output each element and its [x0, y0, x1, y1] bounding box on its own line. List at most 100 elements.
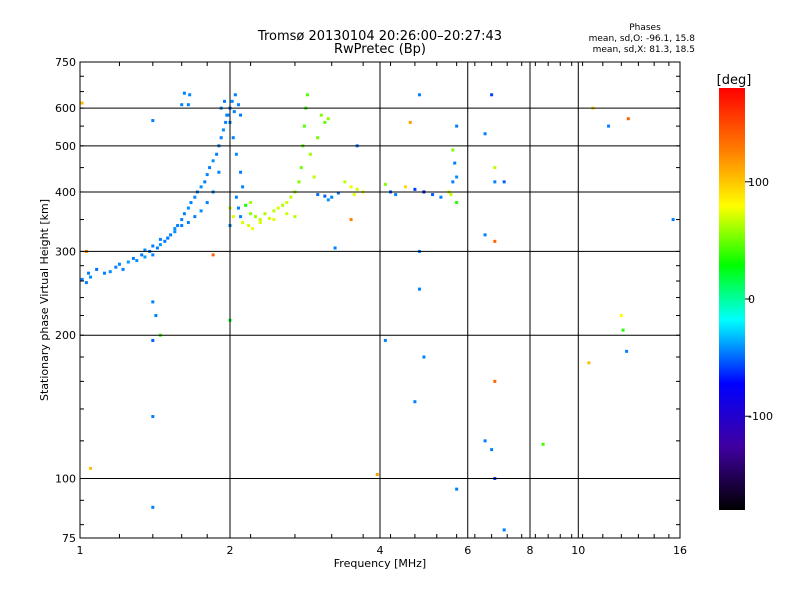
data-point [493, 166, 497, 170]
data-point [234, 152, 238, 156]
data-point [258, 221, 262, 225]
y-tick-label: 75 [62, 532, 76, 545]
data-point [483, 439, 487, 443]
data-point [281, 203, 285, 207]
data-point [417, 287, 421, 291]
data-point [103, 271, 107, 275]
data-point [349, 218, 353, 222]
data-point [221, 128, 225, 132]
data-point [151, 414, 155, 418]
data-point [158, 237, 162, 241]
data-point [203, 180, 207, 184]
data-point [249, 201, 253, 205]
y-tick-label: 500 [55, 140, 76, 153]
data-point [225, 113, 229, 117]
data-point [188, 93, 192, 97]
data-point [219, 136, 223, 140]
data-point [336, 191, 340, 195]
data-point [316, 136, 320, 140]
y-tick-label: 200 [55, 329, 76, 342]
data-point [413, 400, 417, 404]
data-point [186, 221, 190, 225]
data-point [285, 201, 289, 205]
data-point [326, 117, 330, 121]
x-tick-label: 8 [527, 544, 534, 557]
data-point [86, 271, 90, 275]
y-axis-label: Stationary phase Virtual Height [km] [38, 199, 51, 401]
data-point [241, 221, 245, 225]
data-point [80, 101, 84, 105]
data-point [422, 355, 426, 359]
data-point [239, 170, 243, 174]
data-point [305, 93, 309, 97]
data-point [619, 314, 623, 318]
data-point [299, 166, 303, 170]
data-point [449, 193, 453, 197]
data-point [151, 244, 155, 248]
colorbar [719, 88, 745, 510]
colorbar-tick-label: 0 [748, 293, 755, 306]
data-point [117, 262, 121, 266]
data-point [403, 185, 407, 189]
data-point [169, 233, 173, 237]
data-point [408, 120, 412, 124]
grid-lines [80, 62, 680, 538]
data-point [483, 132, 487, 136]
y-tick-label: 100 [55, 473, 76, 486]
data-point [154, 314, 158, 318]
data-point [121, 267, 125, 271]
chart-title: Tromsø 20130104 20:26:00–20:27:43 [257, 29, 502, 44]
data-point [135, 259, 139, 263]
data-point [330, 195, 334, 199]
data-point [625, 349, 629, 353]
data-point [272, 218, 276, 222]
data-point [671, 218, 675, 222]
data-point [166, 236, 170, 240]
data-point [383, 338, 387, 342]
data-point [455, 487, 459, 491]
data-point [151, 300, 155, 304]
data-point [285, 212, 289, 216]
data-point [455, 175, 459, 179]
data-point [541, 442, 545, 446]
data-point [151, 505, 155, 509]
x-tick-label: 10 [571, 544, 585, 557]
data-point [453, 161, 457, 165]
data-point [483, 233, 487, 237]
y-tick-label: 300 [55, 245, 76, 258]
data-point [493, 239, 497, 243]
data-point [413, 187, 417, 191]
data-point [276, 206, 280, 210]
data-point [502, 528, 506, 532]
data-point [143, 255, 147, 259]
data-point [289, 195, 293, 199]
data-point [193, 195, 197, 199]
data-point [267, 216, 271, 220]
data-point [493, 379, 497, 383]
data-point [451, 180, 455, 184]
data-point [215, 152, 219, 156]
data-point [186, 103, 190, 107]
data-point [621, 328, 625, 332]
data-point [244, 203, 248, 207]
x-tick-label: 16 [673, 544, 687, 557]
data-point [439, 195, 443, 199]
data-point [293, 215, 297, 219]
data-point [249, 212, 253, 216]
data-point [343, 180, 347, 184]
data-point [158, 243, 162, 247]
phases-heading: Phases [629, 23, 661, 33]
data-point [163, 239, 167, 243]
x-tick-label: 6 [464, 544, 471, 557]
data-point [272, 209, 276, 213]
x-axis-ticks: 1 2 4 6 8 10 16 [77, 62, 687, 557]
data-point [211, 253, 215, 257]
colorbar-ticks: 100 0 -100 [745, 176, 773, 423]
phases-x-stats: mean, sd,X: 81.3, 18.5 [593, 45, 695, 55]
data-point [231, 215, 235, 219]
data-point [490, 448, 494, 452]
phases-o-stats: mean, sd,O: -96.1, 15.8 [589, 34, 696, 44]
x-axis-label: Frequency [MHz] [334, 557, 426, 570]
data-point [143, 248, 147, 252]
data-point [217, 170, 221, 174]
